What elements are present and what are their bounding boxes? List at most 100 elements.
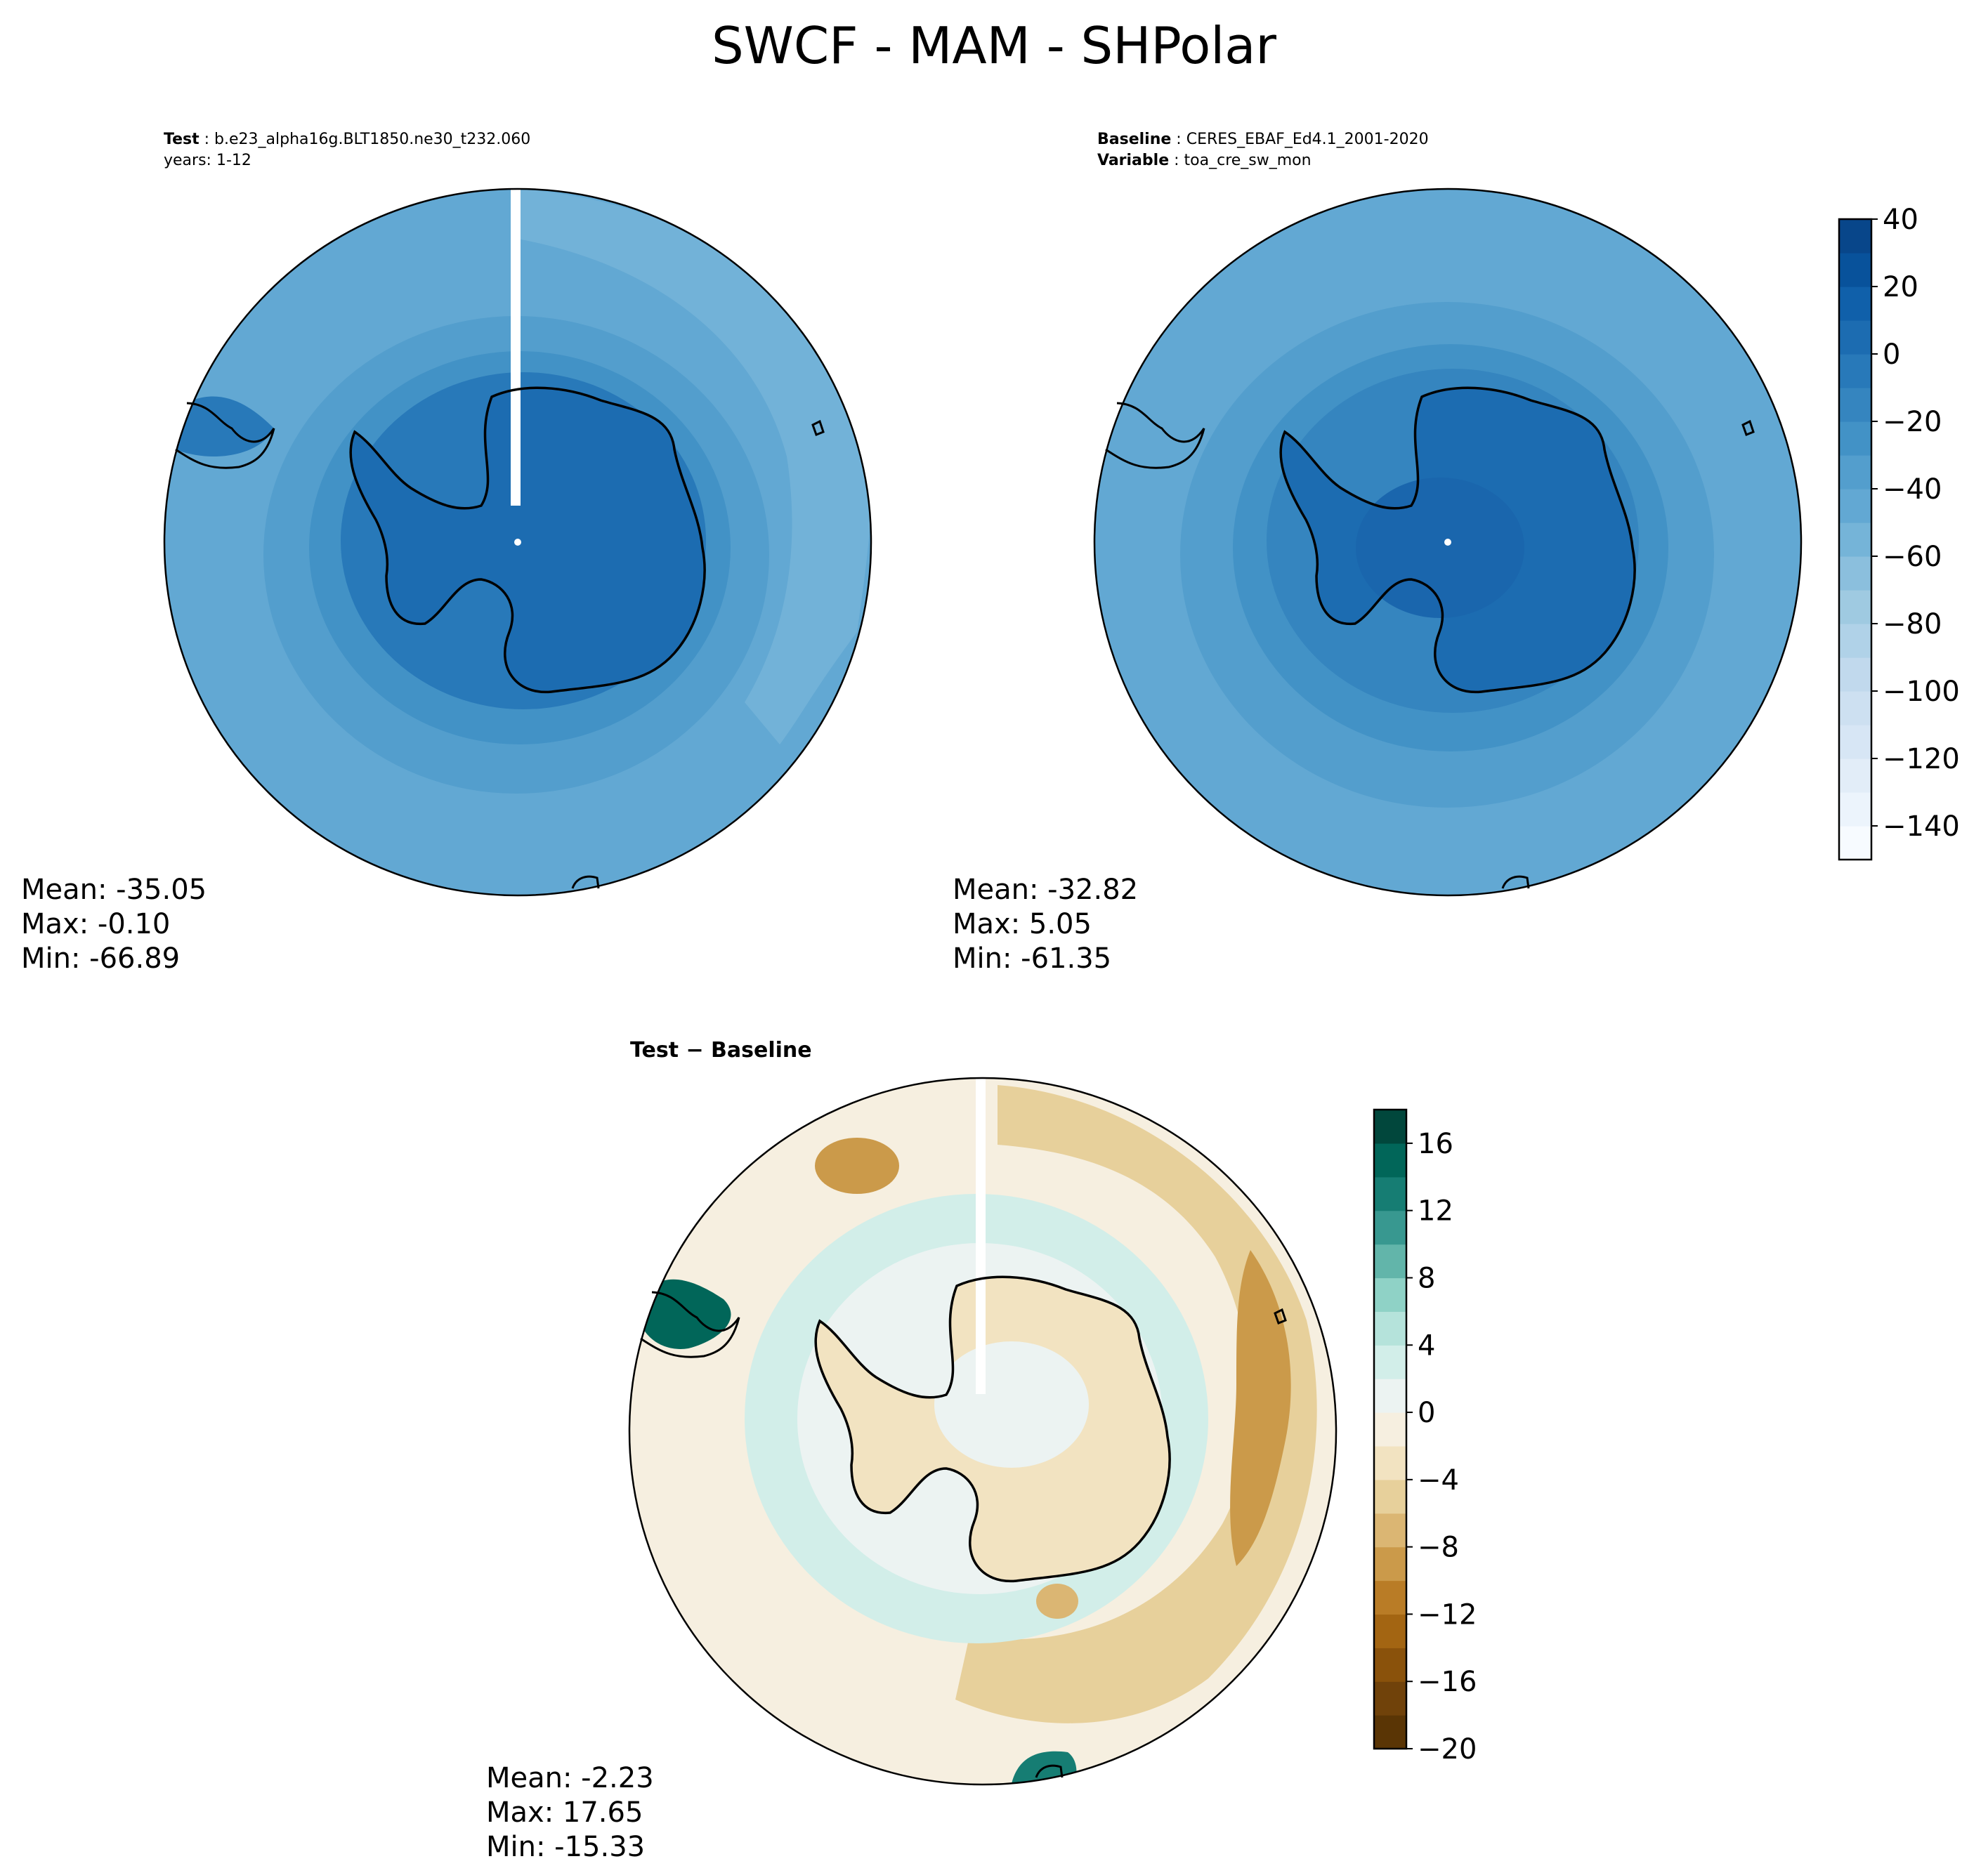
diff-colorbar-tick-label: 12 <box>1418 1195 1453 1228</box>
diff-south-america-coast <box>640 1291 740 1358</box>
baseline-case-name: CERES_EBAF_Ed4.1_2001-2020 <box>1186 131 1429 148</box>
diff-colorbar-segment <box>1374 1277 1406 1312</box>
diff-strong-negative-east <box>1230 1250 1291 1566</box>
diff-colorbar-segment <box>1374 1715 1406 1749</box>
diff-max: Max: 17.65 <box>486 1796 643 1829</box>
diff-min: Min: -15.33 <box>486 1831 646 1863</box>
main-colorbar-segment <box>1839 320 1871 355</box>
diff-colorbar-tick-label: −20 <box>1418 1733 1477 1766</box>
figure-title: SWCF - MAM - SHPolar <box>711 16 1277 75</box>
baseline-map-boundary <box>1093 188 1803 897</box>
test-min: Min: -66.89 <box>21 942 181 975</box>
diff-map-boundary <box>628 1077 1338 1786</box>
main-colorbar: 40 20 0 −20 −40 −60 −80 −100 −120 −140 <box>1838 204 1960 861</box>
diff-colorbar-segment <box>1374 1614 1406 1648</box>
test-island <box>811 419 825 436</box>
main-colorbar-tick-label: 40 <box>1883 204 1918 236</box>
baseline-label: Baseline <box>1097 131 1172 148</box>
diff-colorbar-segment <box>1374 1412 1406 1447</box>
diff-neg-patch-1 <box>815 1138 899 1194</box>
baseline-mean: Mean: -32.82 <box>953 874 1139 906</box>
diff-colorbar-segment <box>1374 1176 1406 1211</box>
main-colorbar-tick-label: −40 <box>1883 473 1942 506</box>
main-colorbar-segment <box>1839 354 1871 388</box>
main-colorbar-segment <box>1839 253 1871 287</box>
test-missing-wedge <box>511 189 521 506</box>
main-colorbar-tick-label: −20 <box>1883 406 1942 438</box>
test-pole-dot <box>514 539 521 546</box>
diff-colorbar-segment <box>1374 1648 1406 1682</box>
baseline-south-america-coast <box>1105 402 1205 469</box>
main-colorbar-tick-label: 0 <box>1883 339 1900 371</box>
diff-colorbar-segment <box>1374 1143 1406 1178</box>
main-colorbar-segment <box>1839 455 1871 489</box>
main-colorbar-tick-label: −60 <box>1883 541 1942 573</box>
main-colorbar-segment <box>1839 287 1871 321</box>
diff-island <box>1274 1308 1287 1325</box>
baseline-variable: toa_cre_sw_mon <box>1184 152 1312 169</box>
main-colorbar-segment <box>1839 590 1871 624</box>
diff-strong-positive-west <box>639 1279 731 1349</box>
diff-title: Test − Baseline <box>630 1038 812 1063</box>
diff-colorbar-tick-label: 16 <box>1418 1128 1453 1160</box>
baseline-pole-dot <box>1444 539 1451 546</box>
main-colorbar-segment <box>1839 691 1871 725</box>
baseline-min: Min: -61.35 <box>953 942 1112 975</box>
diff-colorbar-tick-label: −16 <box>1418 1666 1477 1698</box>
diff-colorbar-segment <box>1374 1345 1406 1379</box>
test-case-name: b.e23_alpha16g.BLT1850.ne30_t232.060 <box>214 131 531 148</box>
diff-stats: Mean: -2.23 Max: 17.65 Min: -15.33 <box>486 1761 654 1865</box>
main-colorbar-segment <box>1839 792 1871 827</box>
main-colorbar-segment <box>1839 826 1871 860</box>
test-max: Max: -0.10 <box>21 908 171 940</box>
main-colorbar-tick-label: −120 <box>1883 743 1960 775</box>
test-header: Test : b.e23_alpha16g.BLT1850.ne30_t232.… <box>164 131 531 169</box>
main-colorbar-segment <box>1839 624 1871 658</box>
diff-colorbar-segment <box>1374 1110 1406 1144</box>
baseline-map <box>1093 188 1803 897</box>
diff-colorbar-tick-label: 0 <box>1418 1397 1435 1429</box>
test-label: Test <box>164 131 200 148</box>
diff-colorbar-segment <box>1374 1580 1406 1615</box>
diff-colorbar-tick-label: −4 <box>1418 1464 1459 1497</box>
diff-colorbar-segment <box>1374 1210 1406 1245</box>
diff-negative-east-arc <box>955 1085 1317 1723</box>
diff-colorbar: 16 12 8 4 0 −4 −8 −12 −16 −20 <box>1373 1108 1477 1766</box>
main-colorbar-segment <box>1839 489 1871 523</box>
test-years: years: 1-12 <box>164 152 251 169</box>
diff-center-positive <box>934 1341 1089 1468</box>
diff-colorbar-segment <box>1374 1445 1406 1480</box>
main-colorbar-frame <box>1838 218 1873 861</box>
diff-colorbar-segment <box>1374 1681 1406 1716</box>
diff-neg-patch-2 <box>1036 1584 1078 1619</box>
test-bottom-land <box>571 875 600 889</box>
diff-missing-wedge <box>976 1078 986 1394</box>
main-colorbar-segment <box>1839 523 1871 557</box>
diff-colorbar-tick-label: 8 <box>1418 1262 1435 1294</box>
baseline-island <box>1741 419 1755 436</box>
baseline-max: Max: 5.05 <box>953 908 1092 940</box>
test-outer-light-band <box>518 189 871 744</box>
diff-bottom-land <box>1035 1764 1064 1778</box>
diff-colorbar-segment <box>1374 1379 1406 1413</box>
main-colorbar-segment <box>1839 556 1871 591</box>
diff-colorbar-tick-label: −8 <box>1418 1532 1459 1564</box>
diff-colorbar-segment <box>1374 1479 1406 1514</box>
diff-colorbar-tick-label: 4 <box>1418 1329 1435 1362</box>
main-colorbar-tick-label: 20 <box>1883 271 1918 303</box>
test-south-america-coast <box>175 402 275 469</box>
diff-colorbar-segment <box>1374 1311 1406 1346</box>
baseline-bottom-land <box>1501 875 1530 889</box>
baseline-header: Baseline : CERES_EBAF_Ed4.1_2001-2020 Va… <box>1097 131 1429 169</box>
diff-colorbar-segment <box>1374 1244 1406 1279</box>
variable-label: Variable <box>1097 152 1170 169</box>
diff-colorbar-segment <box>1374 1513 1406 1548</box>
baseline-stats: Mean: -32.82 Max: 5.05 Min: -61.35 <box>953 873 1138 976</box>
main-colorbar-tick-label: −80 <box>1883 608 1942 640</box>
main-colorbar-segment <box>1839 725 1871 759</box>
main-colorbar-segment <box>1839 657 1871 692</box>
diff-colorbar-frame <box>1373 1108 1408 1750</box>
main-colorbar-segment <box>1839 758 1871 793</box>
test-map <box>163 188 872 897</box>
